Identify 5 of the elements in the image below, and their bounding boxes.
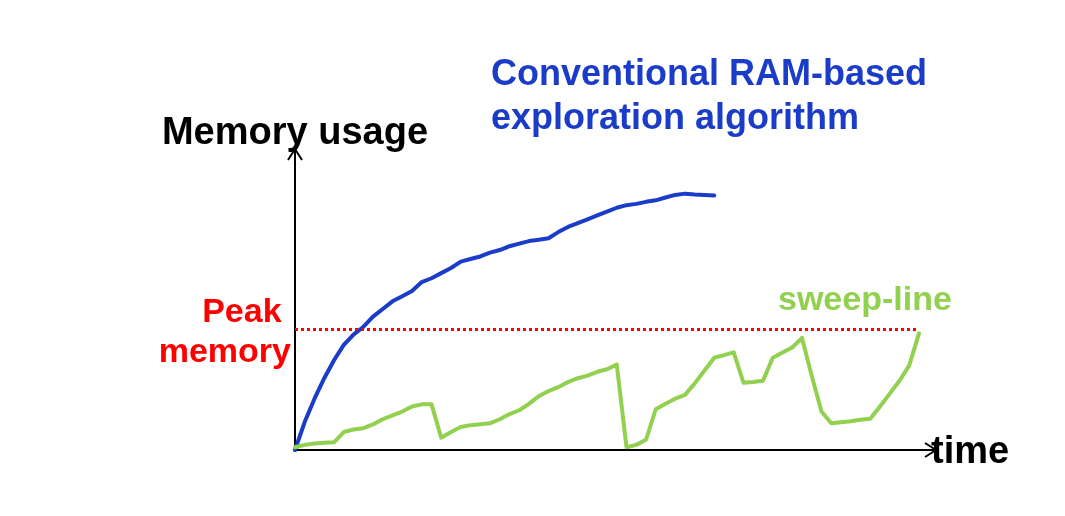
text: Conventional RAM-based exploration algorithm — [491, 51, 938, 137]
y-axis-title: Memory usage — [161, 110, 429, 152]
series-label: sweep-line — [778, 279, 952, 317]
ref-line-label: Peak memory — [158, 290, 292, 369]
x-axis-title: time — [931, 429, 1010, 471]
